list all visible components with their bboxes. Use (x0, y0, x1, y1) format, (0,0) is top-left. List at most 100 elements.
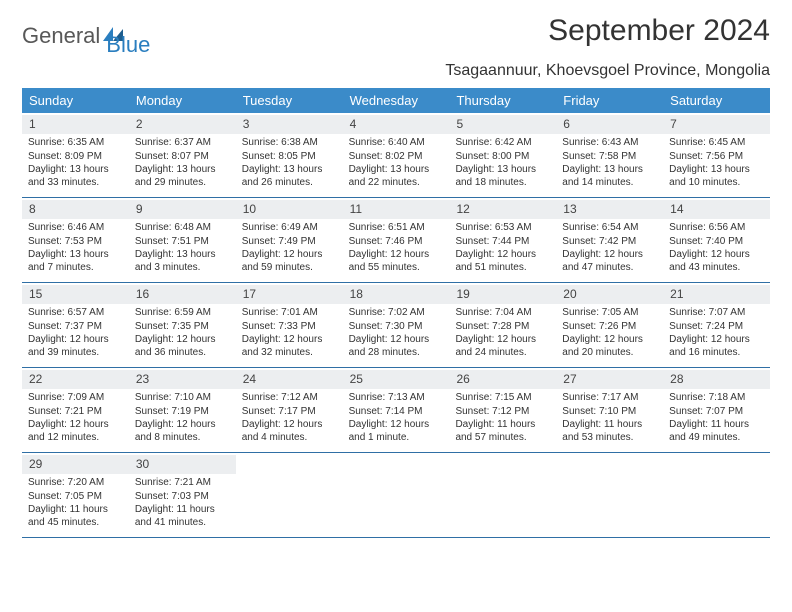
day-number: 4 (343, 115, 450, 134)
week-row: 8Sunrise: 6:46 AMSunset: 7:53 PMDaylight… (22, 198, 770, 283)
day-cell: 21Sunrise: 7:07 AMSunset: 7:24 PMDayligh… (663, 283, 770, 367)
sunset-line: Sunset: 7:44 PM (455, 236, 550, 249)
day-cell: 23Sunrise: 7:10 AMSunset: 7:19 PMDayligh… (129, 368, 236, 452)
day-cell: 1Sunrise: 6:35 AMSunset: 8:09 PMDaylight… (22, 113, 129, 197)
sunset-line: Sunset: 7:33 PM (242, 321, 337, 334)
day-number: 5 (449, 115, 556, 134)
day-cell: 8Sunrise: 6:46 AMSunset: 7:53 PMDaylight… (22, 198, 129, 282)
daylight-line: Daylight: 12 hours and 51 minutes. (455, 249, 550, 275)
sunset-line: Sunset: 8:05 PM (242, 151, 337, 164)
sunset-line: Sunset: 7:26 PM (562, 321, 657, 334)
sunrise-line: Sunrise: 6:48 AM (135, 222, 230, 235)
day-number: 8 (22, 200, 129, 219)
day-cell: 9Sunrise: 6:48 AMSunset: 7:51 PMDaylight… (129, 198, 236, 282)
daylight-line: Daylight: 12 hours and 1 minute. (349, 419, 444, 445)
day-header: Friday (556, 88, 663, 113)
daylight-line: Daylight: 11 hours and 53 minutes. (562, 419, 657, 445)
day-cell (663, 453, 770, 537)
day-number: 20 (556, 285, 663, 304)
daylight-line: Daylight: 12 hours and 28 minutes. (349, 334, 444, 360)
sunrise-line: Sunrise: 7:05 AM (562, 307, 657, 320)
day-number: 11 (343, 200, 450, 219)
sunset-line: Sunset: 7:30 PM (349, 321, 444, 334)
day-number: 18 (343, 285, 450, 304)
daylight-line: Daylight: 11 hours and 57 minutes. (455, 419, 550, 445)
daylight-line: Daylight: 13 hours and 18 minutes. (455, 164, 550, 190)
day-header: Saturday (663, 88, 770, 113)
day-number: 25 (343, 370, 450, 389)
sunrise-line: Sunrise: 7:20 AM (28, 477, 123, 490)
daylight-line: Daylight: 11 hours and 41 minutes. (135, 504, 230, 530)
logo-text-2: Blue (106, 32, 150, 57)
daylight-line: Daylight: 12 hours and 20 minutes. (562, 334, 657, 360)
sunset-line: Sunset: 7:14 PM (349, 406, 444, 419)
day-number: 9 (129, 200, 236, 219)
day-cell: 4Sunrise: 6:40 AMSunset: 8:02 PMDaylight… (343, 113, 450, 197)
day-cell: 17Sunrise: 7:01 AMSunset: 7:33 PMDayligh… (236, 283, 343, 367)
day-cell: 24Sunrise: 7:12 AMSunset: 7:17 PMDayligh… (236, 368, 343, 452)
sunset-line: Sunset: 7:10 PM (562, 406, 657, 419)
sunset-line: Sunset: 7:21 PM (28, 406, 123, 419)
daylight-line: Daylight: 13 hours and 10 minutes. (669, 164, 764, 190)
day-number: 7 (663, 115, 770, 134)
day-cell: 5 Sunrise: 6:42 AMSunset: 8:00 PMDaylight… (449, 113, 556, 197)
calendar: SundayMondayTuesdayWednesdayThursdayFrid… (22, 88, 770, 538)
sunrise-line: Sunrise: 7:02 AM (349, 307, 444, 320)
sunrise-line: Sunrise: 6:54 AM (562, 222, 657, 235)
day-number: 2 (129, 115, 236, 134)
sunrise-line: Sunrise: 6:59 AM (135, 307, 230, 320)
sunset-line: Sunset: 7:07 PM (669, 406, 764, 419)
daylight-line: Daylight: 12 hours and 59 minutes. (242, 249, 337, 275)
day-cell: 16Sunrise: 6:59 AMSunset: 7:35 PMDayligh… (129, 283, 236, 367)
daylight-line: Daylight: 12 hours and 47 minutes. (562, 249, 657, 275)
daylight-line: Daylight: 12 hours and 4 minutes. (242, 419, 337, 445)
day-number: 13 (556, 200, 663, 219)
day-number: 24 (236, 370, 343, 389)
daylight-line: Daylight: 12 hours and 39 minutes. (28, 334, 123, 360)
sunset-line: Sunset: 7:46 PM (349, 236, 444, 249)
day-cell: 27Sunrise: 7:17 AMSunset: 7:10 PMDayligh… (556, 368, 663, 452)
day-cell (449, 453, 556, 537)
sunrise-line: Sunrise: 7:04 AM (455, 307, 550, 320)
day-cell (343, 453, 450, 537)
daylight-line: Daylight: 13 hours and 33 minutes. (28, 164, 123, 190)
sunset-line: Sunset: 7:56 PM (669, 151, 764, 164)
sunset-line: Sunset: 8:02 PM (349, 151, 444, 164)
daylight-line: Daylight: 13 hours and 26 minutes. (242, 164, 337, 190)
sunset-line: Sunset: 8:00 PM (455, 151, 550, 164)
sunrise-line: Sunrise: 6:57 AM (28, 307, 123, 320)
day-number: 14 (663, 200, 770, 219)
day-number: 10 (236, 200, 343, 219)
location-text: Tsagaannuur, Khoevsgoel Province, Mongol… (22, 62, 770, 80)
sunrise-line: Sunrise: 6:49 AM (242, 222, 337, 235)
sunrise-line: Sunrise: 6:37 AM (135, 137, 230, 150)
day-number: 26 (449, 370, 556, 389)
day-number: 12 (449, 200, 556, 219)
sunrise-line: Sunrise: 6:42 AM (455, 137, 550, 150)
day-header: Sunday (22, 88, 129, 113)
daylight-line: Daylight: 12 hours and 36 minutes. (135, 334, 230, 360)
day-header: Thursday (449, 88, 556, 113)
sunrise-line: Sunrise: 6:38 AM (242, 137, 337, 150)
daylight-line: Daylight: 13 hours and 22 minutes. (349, 164, 444, 190)
sunrise-line: Sunrise: 7:13 AM (349, 392, 444, 405)
sunrise-line: Sunrise: 7:15 AM (455, 392, 550, 405)
sunset-line: Sunset: 7:17 PM (242, 406, 337, 419)
sunset-line: Sunset: 8:07 PM (135, 151, 230, 164)
day-cell: 12Sunrise: 6:53 AMSunset: 7:44 PMDayligh… (449, 198, 556, 282)
week-row: 22Sunrise: 7:09 AMSunset: 7:21 PMDayligh… (22, 368, 770, 453)
sunrise-line: Sunrise: 6:46 AM (28, 222, 123, 235)
day-cell: 13 Sunrise: 6:54 AMSunset: 7:42 PMDayligh… (556, 198, 663, 282)
day-header: Tuesday (236, 88, 343, 113)
day-cell: 18 Sunrise: 7:02 AMSunset: 7:30 PMDayligh… (343, 283, 450, 367)
day-cell (236, 453, 343, 537)
daylight-line: Daylight: 13 hours and 3 minutes. (135, 249, 230, 275)
daylight-line: Daylight: 11 hours and 45 minutes. (28, 504, 123, 530)
sunset-line: Sunset: 7:42 PM (562, 236, 657, 249)
day-cell: 11Sunrise: 6:51 AMSunset: 7:46 PMDayligh… (343, 198, 450, 282)
week-row: 15Sunrise: 6:57 AMSunset: 7:37 PMDayligh… (22, 283, 770, 368)
day-cell: 15Sunrise: 6:57 AMSunset: 7:37 PMDayligh… (22, 283, 129, 367)
day-cell: 3Sunrise: 6:38 AMSunset: 8:05 PMDaylight… (236, 113, 343, 197)
sunrise-line: Sunrise: 7:09 AM (28, 392, 123, 405)
day-cell: 22Sunrise: 7:09 AMSunset: 7:21 PMDayligh… (22, 368, 129, 452)
